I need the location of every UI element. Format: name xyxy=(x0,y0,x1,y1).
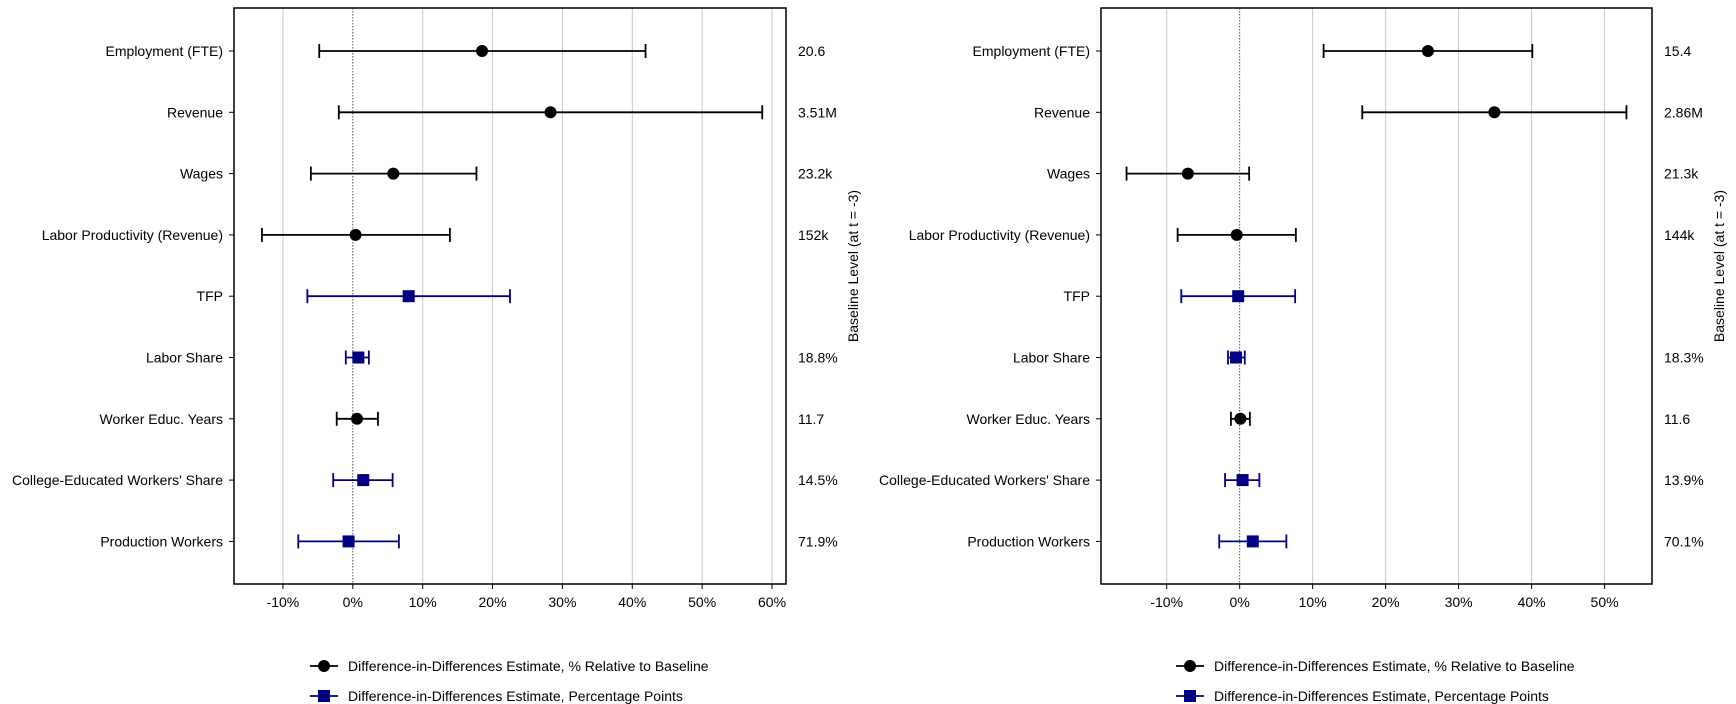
baseline-value: 18.3% xyxy=(1664,350,1704,366)
row-label: Revenue xyxy=(1034,104,1090,120)
x-tick-label: 50% xyxy=(688,594,716,610)
row-label: Labor Share xyxy=(146,350,223,366)
estimate-point xyxy=(349,228,362,241)
legend-label: Difference-in-Differences Estimate, Perc… xyxy=(348,688,683,704)
estimate-point xyxy=(1230,228,1243,241)
panel-left: -10% 0% 10% 20% 30% 40% 50% 60% Employment (FTE)… xyxy=(12,7,861,610)
row-label: College-Educated Workers' Share xyxy=(879,472,1090,488)
estimate-square xyxy=(402,290,415,303)
x-tick-label: 0% xyxy=(343,594,363,610)
x-tick-label: 20% xyxy=(1372,594,1400,610)
row-label: TFP xyxy=(1064,288,1090,304)
legend-circle-marker xyxy=(1184,660,1196,672)
x-tick-label: -10% xyxy=(1150,594,1183,610)
baseline-value: 144k xyxy=(1664,227,1695,243)
x-tick-label: 40% xyxy=(1518,594,1546,610)
baseline-value: 2.86M xyxy=(1664,104,1703,120)
baseline-value: 14.5% xyxy=(798,472,838,488)
row-label: Labor Share xyxy=(1013,350,1090,366)
row-label: Labor Productivity (Revenue) xyxy=(909,227,1090,243)
baseline-value: 3.51M xyxy=(798,104,837,120)
baseline-value: 11.7 xyxy=(798,411,824,427)
row-label: Production Workers xyxy=(100,533,223,549)
estimate-point xyxy=(476,45,489,57)
row-label: Worker Educ. Years xyxy=(100,411,223,427)
row-label: Employment (FTE) xyxy=(106,43,223,59)
estimate-square xyxy=(1230,351,1243,364)
x-tick-label: 50% xyxy=(1591,594,1619,610)
x-tick-label: 60% xyxy=(758,594,786,610)
estimate-point xyxy=(350,412,363,425)
baseline-axis-label: Baseline Level (at t = -3) xyxy=(845,190,861,342)
legend-label: Difference-in-Differences Estimate, % Re… xyxy=(1214,658,1575,674)
estimate-point xyxy=(1488,106,1501,119)
row-label: Wages xyxy=(180,166,223,182)
row-label: College-Educated Workers' Share xyxy=(12,472,223,488)
baseline-value: 70.1% xyxy=(1664,533,1704,549)
row-label: Worker Educ. Years xyxy=(967,411,1090,427)
estimate-point xyxy=(1421,45,1434,57)
x-tick-label: 30% xyxy=(548,594,576,610)
x-tick-label: 30% xyxy=(1445,594,1473,610)
x-tick-label: 40% xyxy=(618,594,646,610)
row-label: Employment (FTE) xyxy=(973,43,1090,59)
legend-right: Difference-in-Differences Estimate, % Re… xyxy=(1176,658,1575,704)
legend-left: Difference-in-Differences Estimate, % Re… xyxy=(310,658,709,704)
estimate-square xyxy=(1232,290,1245,303)
estimate-point xyxy=(1234,412,1247,425)
baseline-value: 18.8% xyxy=(798,350,838,366)
estimate-square xyxy=(357,474,370,487)
legend-circle-marker xyxy=(318,660,330,672)
x-tick-label: 10% xyxy=(1299,594,1327,610)
baseline-axis-label: Baseline Level (at t = -3) xyxy=(1711,190,1727,342)
baseline-value: 20.6 xyxy=(798,43,825,59)
legend-label: Difference-in-Differences Estimate, Perc… xyxy=(1214,688,1549,704)
baseline-value: 13.9% xyxy=(1664,472,1704,488)
legend-square-marker xyxy=(1184,690,1196,702)
estimate-point xyxy=(544,106,557,119)
estimate-point xyxy=(1181,167,1194,180)
x-tick-label: 0% xyxy=(1230,594,1250,610)
x-tick-label: 20% xyxy=(479,594,507,610)
row-label: TFP xyxy=(197,288,223,304)
x-tick-label: -10% xyxy=(267,594,300,610)
row-label: Production Workers xyxy=(967,533,1090,549)
baseline-value: 152k xyxy=(798,227,829,243)
baseline-value: 23.2k xyxy=(798,166,833,182)
row-label: Labor Productivity (Revenue) xyxy=(42,227,223,243)
x-tick-label: 10% xyxy=(409,594,437,610)
panel-right: -10% 0% 10% 20% 30% 40% 50% Employment (FTE) 15.… xyxy=(879,7,1727,610)
baseline-value: 11.6 xyxy=(1664,411,1690,427)
row-label: Wages xyxy=(1047,166,1090,182)
legend-square-marker xyxy=(318,690,330,702)
estimate-square xyxy=(342,535,355,548)
baseline-value: 21.3k xyxy=(1664,166,1699,182)
baseline-value: 15.4 xyxy=(1664,43,1691,59)
estimate-square xyxy=(352,351,365,364)
baseline-value: 71.9% xyxy=(798,533,838,549)
estimate-square xyxy=(1236,474,1249,487)
estimate-point xyxy=(387,167,400,180)
row-label: Revenue xyxy=(167,104,223,120)
estimate-square xyxy=(1246,535,1259,548)
legend-label: Difference-in-Differences Estimate, % Re… xyxy=(348,658,709,674)
